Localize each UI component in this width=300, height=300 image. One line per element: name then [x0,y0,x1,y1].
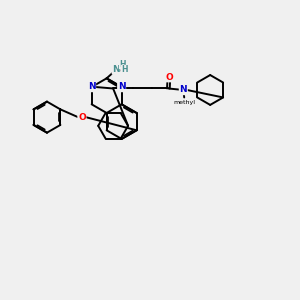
Text: H: H [119,59,126,68]
Text: O: O [78,113,86,122]
Text: N: N [112,65,120,74]
Text: N: N [88,82,95,91]
Text: N: N [118,82,125,91]
Text: O: O [165,73,173,82]
Text: H: H [121,65,128,74]
Text: methyl: methyl [173,100,195,105]
Text: N: N [179,85,187,94]
